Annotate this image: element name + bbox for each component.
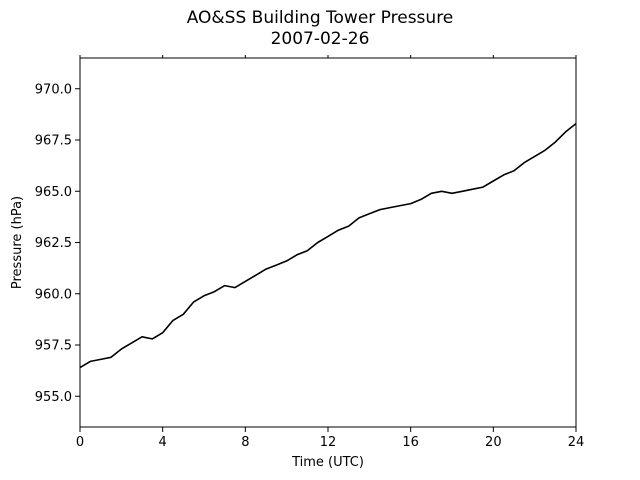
y-tick-label: 965.0 — [35, 185, 72, 200]
y-tick-label: 957.5 — [35, 339, 72, 354]
chart-title: AO&SS Building Tower Pressure — [186, 8, 454, 28]
y-axis-label: Pressure (hPa) — [10, 196, 25, 289]
x-tick-label: 8 — [241, 435, 249, 450]
chart-subtitle: 2007-02-26 — [270, 29, 370, 49]
x-axis-label: Time (UTC) — [291, 455, 364, 470]
x-tick-label: 12 — [320, 435, 337, 450]
y-tick-label: 970.0 — [35, 82, 72, 97]
x-tick-label: 0 — [76, 435, 84, 450]
pressure-series-line — [79, 122, 577, 369]
x-tick-label: 20 — [485, 435, 502, 450]
y-tick-label: 960.0 — [35, 287, 72, 302]
x-tick-label: 24 — [568, 435, 585, 450]
y-tick-label: 967.5 — [35, 134, 72, 149]
plot-area-frame — [79, 57, 577, 428]
x-tick-label: 4 — [159, 435, 167, 450]
y-tick-label: 955.0 — [35, 390, 72, 405]
y-tick-label: 962.5 — [35, 236, 72, 251]
x-tick-label: 16 — [402, 435, 419, 450]
